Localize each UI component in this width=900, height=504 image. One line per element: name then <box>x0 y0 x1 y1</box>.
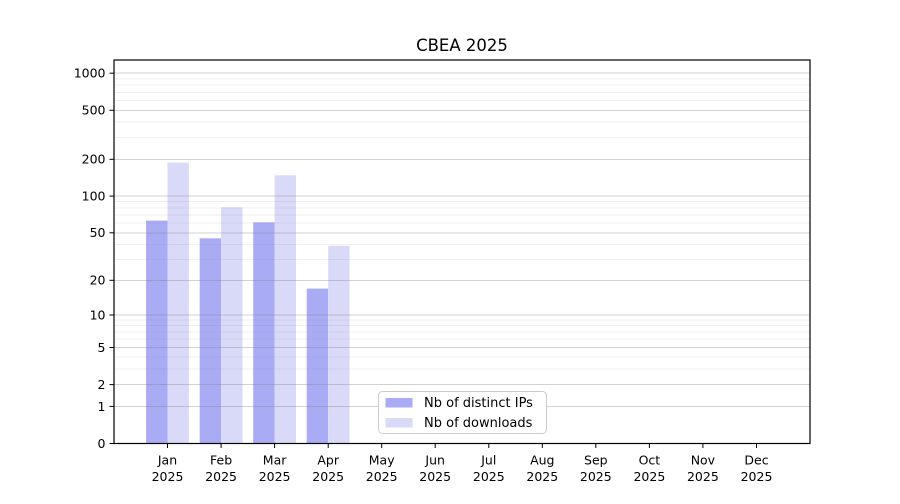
x-axis-tick-label-month: Feb <box>210 453 232 468</box>
plot-frame <box>113 59 811 445</box>
y-axis-tick-label: 20 <box>90 273 106 288</box>
y-axis-tick-label: 100 <box>82 189 106 204</box>
x-axis-tick-label-year: 2025 <box>259 469 291 484</box>
x-axis-tick-label-year: 2025 <box>152 469 184 484</box>
legend-swatch-downloads <box>385 418 413 428</box>
y-axis-tick-label: 1000 <box>74 66 106 81</box>
x-axis-tick-label-month: Dec <box>744 453 768 468</box>
legend: Nb of distinct IPs Nb of downloads <box>378 391 547 434</box>
x-axis-tick-label-month: Jan <box>157 453 177 468</box>
x-axis-tick-label-year: 2025 <box>205 469 237 484</box>
bar-downloads-jan <box>167 162 189 444</box>
bar-downloads-feb <box>221 207 243 444</box>
x-axis-tick-label-month: Jun <box>424 453 445 468</box>
plot-frame-group <box>113 59 811 445</box>
y-axis-tick-label: 50 <box>90 225 106 240</box>
x-axis-tick-label-year: 2025 <box>633 469 665 484</box>
bar-distinct-ips-feb <box>199 238 222 444</box>
chart-title: CBEA 2025 <box>416 36 508 55</box>
x-axis-tick-label-year: 2025 <box>526 469 558 484</box>
x-axis-tick-label-year: 2025 <box>580 469 612 484</box>
x-axis-tick-label-month: Sep <box>584 453 608 468</box>
legend-swatch-distinct-ips <box>385 398 413 408</box>
x-axis-tick-label-year: 2025 <box>419 469 451 484</box>
bars-group <box>146 162 350 444</box>
bar-distinct-ips-jan <box>146 220 168 444</box>
x-axis-tick-label-month: Jul <box>480 453 496 468</box>
minor-gridlines-group <box>114 78 810 370</box>
legend-label-distinct-ips: Nb of distinct IPs <box>424 396 533 411</box>
x-axis-tick-label-year: 2025 <box>741 469 773 484</box>
y-axis-tick-label: 500 <box>82 103 106 118</box>
axis-tick-labels-group: 01251020501002005001000Jan2025Feb2025Mar… <box>74 66 773 484</box>
x-axis-tick-label-year: 2025 <box>473 469 505 484</box>
y-axis-tick-label: 200 <box>82 152 106 167</box>
x-axis-tick-label-year: 2025 <box>366 469 398 484</box>
x-axis-tick-label-year: 2025 <box>312 469 344 484</box>
y-axis-tick-label: 10 <box>90 307 106 322</box>
legend-label-downloads: Nb of downloads <box>424 416 533 431</box>
y-axis-tick-label: 2 <box>98 377 106 392</box>
x-axis-tick-label-year: 2025 <box>687 469 719 484</box>
bar-distinct-ips-mar <box>253 222 275 444</box>
bar-downloads-apr <box>328 245 350 444</box>
y-axis-tick-label: 1 <box>98 399 106 414</box>
x-axis-tick-label-month: Mar <box>263 453 287 468</box>
x-axis-tick-label-month: Apr <box>317 453 339 468</box>
legend-box <box>378 391 547 434</box>
x-axis-tick-label-month: May <box>369 453 395 468</box>
axis-ticks-group <box>109 72 757 448</box>
y-axis-tick-label: 0 <box>98 436 106 451</box>
y-axis-tick-label: 5 <box>98 340 106 355</box>
bar-distinct-ips-apr <box>306 288 329 444</box>
bar-downloads-mar <box>274 175 296 444</box>
x-axis-tick-label-month: Aug <box>530 453 554 468</box>
x-axis-tick-label-month: Nov <box>691 453 716 468</box>
x-axis-tick-label-month: Oct <box>639 453 661 468</box>
